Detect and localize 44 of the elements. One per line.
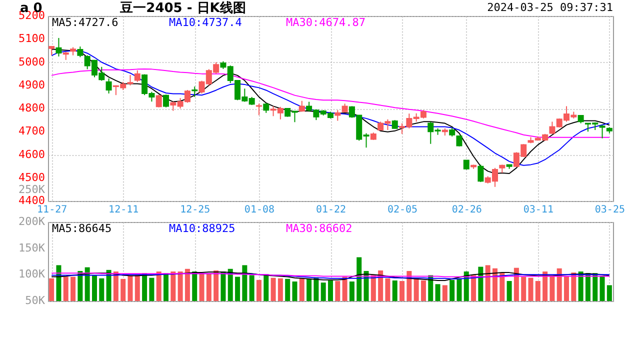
- x-tick-label: 12-25: [180, 204, 210, 216]
- candlestick: [256, 103, 262, 116]
- x-tick-label: 11-27: [37, 204, 68, 216]
- chart-title: 豆一2405 - 日K线图: [119, 1, 246, 16]
- x-tick-label: 02-05: [387, 204, 418, 216]
- y-tick-label: 4900: [18, 78, 45, 92]
- y-tick-label: 4500: [18, 170, 45, 184]
- candlestick: [77, 46, 84, 58]
- text: MA10:4737.4: [169, 16, 242, 29]
- y-tick-label: 200K: [18, 215, 46, 228]
- candlestick: [263, 102, 270, 114]
- y-tick-label: 100K: [18, 268, 46, 281]
- y-tick-label: 150K: [18, 241, 46, 254]
- candlestick: [192, 86, 198, 98]
- x-tick-label: 01-22: [316, 204, 346, 216]
- x-tick-label: 01-08: [244, 204, 275, 216]
- text: MA30:4674.87: [286, 16, 366, 29]
- candlestick: [599, 124, 606, 139]
- candlestick: [48, 46, 55, 56]
- text: 250K: [18, 183, 46, 196]
- x-tick-label: 03-25: [594, 204, 625, 216]
- x-tick-label: 03-11: [523, 204, 554, 216]
- chart-subtitle: 2024-03-25 09:37:31: [487, 1, 613, 14]
- y-tick-label: 5000: [18, 55, 45, 68]
- y-tick-label: 50K: [25, 294, 46, 307]
- candlestick: [478, 164, 484, 183]
- y-tick-label: 5200: [18, 9, 45, 22]
- series-label: MA5:4727.6: [52, 16, 118, 29]
- candlestick: [106, 78, 112, 94]
- y-tick-label: 4800: [18, 102, 45, 114]
- x-tick-label: 12-11: [108, 204, 139, 216]
- candlestick: [156, 94, 162, 108]
- candlestick: [56, 37, 62, 57]
- x-tick-label: 02-26: [452, 204, 482, 216]
- candlestick: [456, 135, 462, 147]
- y-tick-label: 5100: [18, 32, 45, 46]
- y-tick-label: 4600: [18, 148, 45, 161]
- candlestick: [163, 94, 170, 108]
- y-tick-label: 4700: [18, 124, 45, 138]
- text: MA5:86645: [52, 222, 112, 235]
- text: MA30:86602: [286, 222, 352, 235]
- text: MA10:88925: [169, 222, 236, 235]
- candlestick: [134, 70, 140, 82]
- candlestick: [334, 110, 341, 122]
